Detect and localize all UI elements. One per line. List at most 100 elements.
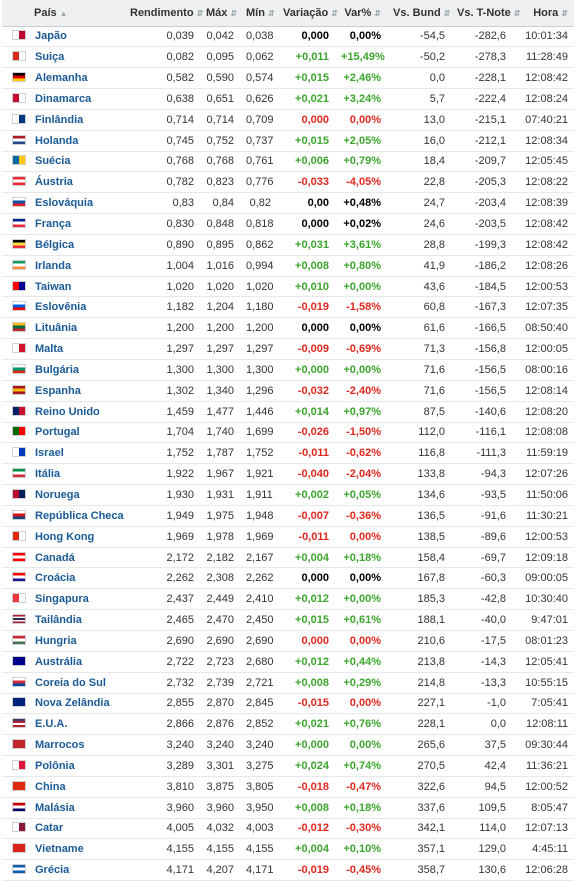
- country-link[interactable]: Alemanha: [35, 72, 88, 85]
- country-link[interactable]: Bulgária: [35, 363, 80, 376]
- table-row[interactable]: Itália 1,922 1,967 1,921 -0,040 -2,04% 133,8 -9…: [2, 463, 574, 486]
- country-link[interactable]: Polônia: [35, 759, 75, 772]
- low-cell: 1,752: [240, 442, 277, 465]
- column-header-vs-tnote[interactable]: Vs. T-Note ⇵: [451, 0, 521, 27]
- country-link[interactable]: Japão: [35, 30, 67, 43]
- table-row[interactable]: Israel 1,752 1,787 1,752 -0,011 -0,62% 116,8 -1…: [2, 442, 574, 465]
- table-row[interactable]: Reino Unido 1,459 1,477 1,446 +0,014 +0,97% 87…: [2, 401, 574, 423]
- table-row[interactable]: Holanda 0,745 0,752 0,737 +0,015 +2,05% 16,0 -2…: [2, 130, 574, 152]
- table-row[interactable]: Tailândia 2,465 2,470 2,450 +0,015 +0,61% 188,…: [2, 609, 574, 631]
- table-row[interactable]: Suiça 0,082 0,095 0,062 +0,011 +15,49% -50,2 -2…: [2, 46, 574, 69]
- country-link[interactable]: Lituânia: [35, 322, 78, 335]
- low-cell: 0,574: [240, 67, 277, 90]
- table-row[interactable]: China 3,810 3,875 3,805 -0,018 -0,47% 322,6 94,…: [2, 776, 574, 798]
- table-row[interactable]: Bulgária 1,300 1,300 1,300 +0,000 +0,00% 71,6-…: [2, 359, 574, 381]
- table-row[interactable]: Espanha 1,302 1,340 1,296 -0,032 -2,40% 71,6 -1…: [2, 380, 574, 402]
- country-link[interactable]: Noruega: [35, 488, 80, 501]
- country-link[interactable]: República Checa: [35, 509, 124, 522]
- table-row[interactable]: Portugal 1,704 1,740 1,699 -0,026 -1,50% 112,0…: [2, 422, 574, 444]
- column-header-country[interactable]: País ▲︎: [2, 0, 124, 27]
- country-link[interactable]: Catar: [35, 822, 64, 835]
- country-link[interactable]: França: [35, 218, 72, 231]
- country-link[interactable]: Marrocos: [35, 739, 85, 752]
- country-link[interactable]: Portugal: [35, 426, 80, 439]
- table-row[interactable]: Alemanha 0,582 0,590 0,574 +0,015 +2,46% 0,0 -2…: [2, 67, 574, 90]
- country-link[interactable]: Austrália: [35, 655, 83, 668]
- flag-icon: [12, 447, 26, 458]
- table-row[interactable]: Hungria 2,690 2,690 2,690 0,000 0,00% 210,6 -17…: [2, 630, 574, 652]
- table-row[interactable]: E.U.A. 2,866 2,876 2,852 +0,021 +0,76% 228,1 0,…: [2, 713, 574, 736]
- table-row[interactable]: Nova Zelândia 2,855 2,870 2,845 -0,015 0,00% 2…: [2, 693, 574, 715]
- country-link[interactable]: Hong Kong: [35, 530, 95, 543]
- table-row[interactable]: Malta 1,297 1,297 1,297 -0,009 -0,69% 71,3 -156…: [2, 338, 574, 360]
- table-row[interactable]: Noruega 1,930 1,931 1,911 +0,002 +0,05% 134,6-…: [2, 484, 574, 506]
- country-link[interactable]: Reino Unido: [35, 405, 100, 418]
- vs-tnote-cell: 0,0: [451, 713, 512, 736]
- country-link[interactable]: Coreia do Sul: [35, 676, 106, 689]
- column-header-vs-bund[interactable]: Vs. Bund ⇵: [387, 0, 451, 27]
- country-link[interactable]: Holanda: [35, 134, 79, 147]
- table-row[interactable]: Bélgica 0,890 0,895 0,862 +0,031 +3,61% 28,8 -1…: [2, 234, 574, 256]
- table-row[interactable]: Austrália 2,722 2,723 2,680 +0,012 +0,44% 213,…: [2, 651, 574, 673]
- table-row[interactable]: Taiwan 1,020 1,020 1,020 +0,010 +0,00% 43,6 -18…: [2, 276, 574, 298]
- country-link[interactable]: Suécia: [35, 155, 71, 168]
- table-row[interactable]: Canadá 2,172 2,182 2,167 +0,004 +0,18% 158,4 -6…: [2, 547, 574, 569]
- table-row[interactable]: Catar 4,005 4,032 4,003 -0,012 -0,30% 342,1 114…: [2, 818, 574, 840]
- country-link[interactable]: Tailândia: [35, 614, 82, 627]
- yield-cell: 0,582: [124, 67, 200, 90]
- table-row[interactable]: Áustria 0,782 0,823 0,776 -0,033 -4,05% 22,8 -2…: [2, 171, 574, 194]
- high-cell: 1,740: [200, 422, 240, 444]
- country-link[interactable]: Eslováquia: [35, 197, 94, 210]
- column-header-low[interactable]: Mín ⇵: [240, 0, 277, 27]
- column-header-change[interactable]: Variação ⇵: [277, 0, 338, 27]
- country-link[interactable]: Nova Zelândia: [35, 697, 110, 710]
- column-header-high[interactable]: Máx ⇵: [200, 0, 240, 27]
- table-row[interactable]: Eslováquia 0,83 0,84 0,82 0,00 +0,48% 24,7 -203…: [2, 192, 574, 215]
- country-link[interactable]: Croácia: [35, 572, 76, 585]
- country-link[interactable]: Itália: [35, 468, 61, 481]
- country-link[interactable]: Singapura: [35, 593, 89, 606]
- table-row[interactable]: Japão 0,039 0,042 0,038 0,000 0,00% -54,5 -282,…: [2, 26, 574, 48]
- country-link[interactable]: Áustria: [35, 176, 73, 189]
- country-link[interactable]: Finlândia: [35, 113, 84, 126]
- table-row[interactable]: Polônia 3,289 3,301 3,275 +0,024 +0,74% 270,5 4…: [2, 755, 574, 777]
- table-row[interactable]: Coreia do Sul 2,732 2,739 2,721 +0,008 +0,29%…: [2, 672, 574, 694]
- country-link[interactable]: Vietname: [35, 843, 84, 856]
- table-row[interactable]: Lituânia 1,200 1,200 1,200 0,000 0,00% 61,6 -16…: [2, 317, 574, 340]
- country-link[interactable]: Eslovênia: [35, 301, 87, 314]
- country-link[interactable]: Canadá: [35, 551, 75, 564]
- yield-cell: 4,005: [124, 818, 200, 840]
- country-link[interactable]: Dinamarca: [35, 92, 92, 105]
- table-row[interactable]: França 0,830 0,848 0,818 0,000 +0,02% 24,6 -203…: [2, 213, 574, 235]
- table-row[interactable]: Dinamarca 0,638 0,651 0,626 +0,021 +3,24% 5,7-…: [2, 88, 574, 110]
- country-link[interactable]: Malta: [35, 343, 64, 356]
- country-link[interactable]: E.U.A.: [35, 718, 68, 731]
- table-row[interactable]: Suécia 0,768 0,768 0,761 +0,006 +0,79% 18,4 -20…: [2, 151, 574, 173]
- country-link[interactable]: Israel: [35, 447, 64, 460]
- time-cell: 12:08:26: [512, 255, 574, 277]
- country-link[interactable]: Malásia: [35, 801, 75, 814]
- country-link[interactable]: Irlanda: [35, 259, 72, 272]
- change-cell: -0,019: [277, 296, 335, 319]
- country-link[interactable]: Espanha: [35, 384, 81, 397]
- table-row[interactable]: Malásia 3,960 3,960 3,950 +0,008 +0,18% 337,6 1…: [2, 797, 574, 819]
- country-link[interactable]: Hungria: [35, 634, 77, 647]
- country-link[interactable]: Bélgica: [35, 238, 75, 251]
- table-row[interactable]: Eslovênia 1,182 1,204 1,180 -0,019 -1,58% 60,8…: [2, 296, 574, 319]
- country-link[interactable]: Suiça: [35, 51, 65, 64]
- table-row[interactable]: Marrocos 3,240 3,240 3,240 +0,000 0,00% 265,6 3…: [2, 734, 574, 757]
- country-link[interactable]: Taiwan: [35, 280, 72, 293]
- column-header-yield[interactable]: Rendimento ⇵: [124, 0, 203, 27]
- table-row[interactable]: Singapura 2,437 2,449 2,410 +0,012 +0,00% 185,…: [2, 588, 574, 611]
- table-row[interactable]: Irlanda 1,004 1,016 0,994 +0,008 +0,80% 41,9 -1…: [2, 255, 574, 277]
- table-row[interactable]: Finlândia 0,714 0,714 0,709 0,000 0,00% 13,0 -2…: [2, 109, 574, 131]
- column-header-change-pct[interactable]: Var% ⇵: [335, 0, 387, 27]
- country-link[interactable]: China: [35, 780, 66, 793]
- table-row[interactable]: Grécia 4,171 4,207 4,171 -0,019 -0,45% 358,7 13…: [2, 859, 574, 881]
- column-header-time[interactable]: Hora ⇵: [512, 0, 574, 27]
- table-row[interactable]: Vietname 4,155 4,155 4,155 +0,004 +0,10% 357,1…: [2, 838, 574, 861]
- table-row[interactable]: Hong Kong 1,969 1,978 1,969 -0,011 0,00% 138,5…: [2, 526, 574, 548]
- country-link[interactable]: Grécia: [35, 864, 70, 877]
- table-row[interactable]: República Checa 1,949 1,975 1,948 -0,007 -0,3…: [2, 505, 574, 527]
- table-row[interactable]: Croácia 2,262 2,308 2,262 0,000 0,00% 167,8 -60…: [2, 567, 574, 590]
